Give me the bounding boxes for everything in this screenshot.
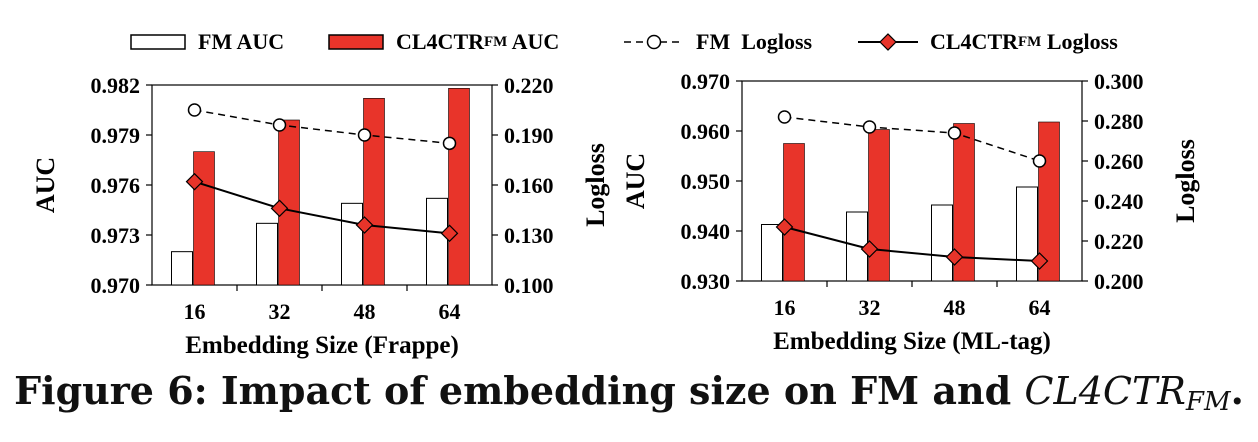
bar-cl4ctr-auc <box>448 88 470 286</box>
legend-white-bar-swatch <box>130 34 186 50</box>
x-tick-label: 16 <box>774 295 796 320</box>
point-fm-logloss <box>777 110 792 124</box>
point-cl4ctr-logloss <box>270 199 289 218</box>
bar-cl4ctr-auc <box>953 123 975 282</box>
point-fm-logloss <box>357 128 372 142</box>
caption-math-main: CL4CTR <box>1024 369 1186 413</box>
legend-fm-auc-label: FM AUC <box>198 29 285 54</box>
line-cl4ctr-logloss <box>194 180 450 235</box>
x-tick-label: 48 <box>944 295 966 320</box>
x-axis-title: Embedding Size (ML-tag) <box>773 328 1051 355</box>
point-fm-logloss <box>442 136 457 151</box>
legend-cl4ctr-auc-sub: FM <box>484 33 508 50</box>
caption-math-sub: FM <box>1185 387 1231 417</box>
point-fm-logloss <box>272 118 287 132</box>
chart-ml-tag: 0.930 0.940 0.950 0.960 0.970 0.200 0.220 0.240… <box>621 69 1200 355</box>
bar-fm-auc <box>426 197 448 286</box>
point-cl4ctr-logloss <box>945 248 964 266</box>
right-tick-label: 0.220 <box>1094 229 1144 254</box>
bar-fm-auc <box>761 224 783 282</box>
right-tick-label: 0.200 <box>1094 269 1144 294</box>
point-cl4ctr-logloss <box>440 224 459 243</box>
x-tick-label: 64 <box>439 299 461 324</box>
figure-caption: Figure 6: Impact of embedding size on FM… <box>0 368 1258 417</box>
left-tick-label: 0.950 <box>681 169 731 194</box>
legend-cl4ctr-logloss-main: CL4CTR <box>930 29 1019 54</box>
bar-fm-auc <box>1016 186 1038 282</box>
left-tick-label: 0.940 <box>681 219 731 244</box>
legend-cl4ctr-logloss: CL4CTR FM Logloss <box>856 22 1118 62</box>
bar-fm-auc <box>931 204 953 282</box>
legend-cl4ctr-logloss-sub: FM <box>1018 33 1042 50</box>
point-cl4ctr-logloss <box>860 240 879 258</box>
legend-cl4ctr-auc: CL4CTR FM AUC <box>328 22 559 62</box>
x-axis-title: Embedding Size (Frappe) <box>185 332 459 359</box>
line-cl4ctr-logloss <box>784 226 1040 262</box>
y2-axis-title: Logloss <box>581 143 610 227</box>
point-fm-logloss <box>1032 154 1047 168</box>
right-tick-label: 0.300 <box>1094 69 1144 94</box>
legend-cl4ctr-auc-tail: AUC <box>507 29 560 54</box>
y-axis-title: AUC <box>621 153 650 209</box>
bar-fm-auc <box>171 251 193 286</box>
x-tick-label: 64 <box>1029 295 1051 320</box>
chart-frappe: 0.970 0.973 0.976 0.979 0.982 0.100 0.130 0.160… <box>31 73 610 359</box>
legend-fm-auc: FM AUC <box>130 22 284 62</box>
left-tick-label: 0.976 <box>91 173 141 198</box>
point-fm-logloss <box>862 120 877 134</box>
caption-math: CL4CTRFM <box>1024 369 1230 417</box>
legend-solid-diamond-line <box>858 33 918 51</box>
left-tick-label: 0.982 <box>91 73 141 98</box>
line-fm-logloss <box>784 116 1040 162</box>
point-fm-logloss <box>187 103 202 117</box>
point-cl4ctr-logloss <box>775 218 794 236</box>
x-tick-label: 16 <box>184 299 206 324</box>
point-cl4ctr-logloss <box>185 172 204 191</box>
point-cl4ctr-logloss <box>1030 252 1049 270</box>
x-tick-label: 48 <box>354 299 376 324</box>
bar-cl4ctr-auc <box>363 98 385 286</box>
bar-cl4ctr-auc <box>783 143 805 282</box>
bar-cl4ctr-auc <box>193 151 215 286</box>
x-tick-label: 32 <box>859 295 881 320</box>
line-fm-logloss <box>194 109 450 145</box>
bar-cl4ctr-auc <box>868 129 890 282</box>
legend-red-bar-swatch <box>328 34 384 50</box>
legend-dashed-circle-line <box>624 34 684 50</box>
left-tick-label: 0.960 <box>681 119 731 144</box>
left-tick-label: 0.979 <box>91 123 141 148</box>
right-tick-label: 0.100 <box>504 273 554 298</box>
caption-suffix: . <box>1230 368 1244 413</box>
caption-prefix: Figure 6: Impact of embedding size on FM… <box>14 368 1025 413</box>
right-tick-label: 0.280 <box>1094 109 1144 134</box>
left-tick-label: 0.973 <box>91 223 141 248</box>
point-cl4ctr-logloss <box>355 216 374 234</box>
legend-cl4ctr-logloss-tail: Logloss <box>1041 29 1118 54</box>
bar-fm-auc <box>256 222 278 286</box>
x-tick-label: 32 <box>269 299 291 324</box>
legend-cl4ctr-auc-main: CL4CTR <box>396 29 485 54</box>
point-fm-logloss <box>947 126 962 140</box>
left-tick-label: 0.970 <box>681 69 731 94</box>
y2-axis-title: Logloss <box>1171 139 1200 223</box>
left-tick-label: 0.930 <box>681 269 731 294</box>
y-axis-title: AUC <box>31 157 60 213</box>
legend-fm-logloss: FM Logloss <box>622 22 812 62</box>
legend-fm-logloss-label: FM Logloss <box>696 29 813 54</box>
right-tick-label: 0.190 <box>504 123 554 148</box>
right-tick-label: 0.240 <box>1094 189 1144 214</box>
right-tick-label: 0.260 <box>1094 149 1144 174</box>
legend: FM AUC CL4CTR FM AUC FM Logloss CL4CTR FM … <box>0 22 1258 62</box>
right-tick-label: 0.220 <box>504 73 554 98</box>
right-tick-label: 0.130 <box>504 223 554 248</box>
right-tick-label: 0.160 <box>504 173 554 198</box>
bar-fm-auc <box>341 202 363 286</box>
left-tick-label: 0.970 <box>91 273 141 298</box>
